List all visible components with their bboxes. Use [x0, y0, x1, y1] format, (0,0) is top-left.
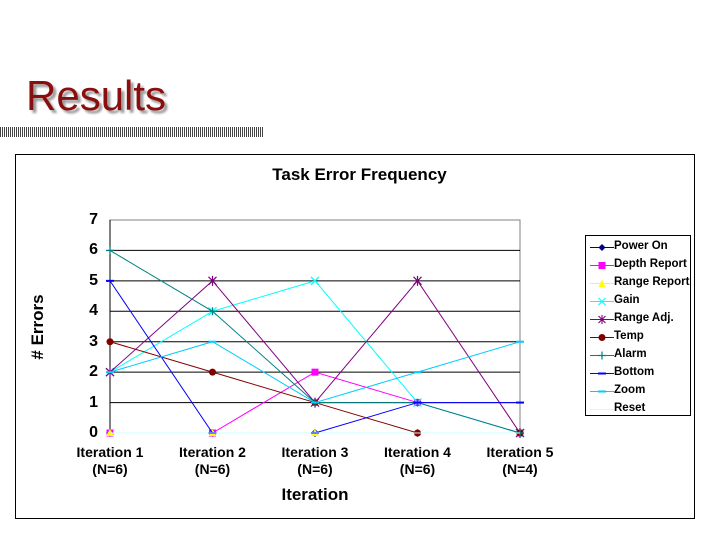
y-tick-label: 2: [89, 363, 98, 381]
legend-label: Temp: [614, 330, 644, 342]
legend-label: Range Adj.: [614, 312, 674, 324]
plot-area: [109, 219, 521, 434]
legend-marker: [598, 334, 606, 341]
legend-marker: [597, 405, 607, 414]
y-tick-label: 3: [89, 332, 98, 350]
data-point-alarm: [106, 246, 114, 255]
legend-marker: [598, 351, 606, 360]
y-tick-label: 5: [89, 271, 98, 289]
title-underline: [0, 127, 263, 137]
legend-item-zoom: Zoom: [586, 383, 690, 401]
y-tick-label: 6: [89, 241, 98, 259]
data-point-temp: [106, 338, 114, 346]
legend-item-bottom: Bottom: [586, 365, 690, 383]
legend-marker: [598, 262, 606, 269]
x-tick-label: Iteration 1 (N=6): [76, 444, 144, 477]
legend-label: Gain: [614, 294, 640, 306]
legend-item-range-adj: Range Adj.: [586, 311, 690, 329]
y-axis-label: # Errors: [28, 294, 47, 360]
legend-item-gain: Gain: [586, 293, 690, 311]
y-tick-label: 7: [89, 211, 98, 228]
legend-marker: [598, 390, 606, 393]
x-tick-label: Iteration 5 (N=4): [486, 444, 554, 477]
legend-item-alarm: Alarm: [586, 347, 690, 365]
x-tick-label: Iteration 2 (N=6): [179, 444, 246, 477]
legend-label: Alarm: [614, 348, 647, 360]
legend-label: Range Report: [614, 276, 690, 288]
legend-item-range-report: Range Report: [586, 275, 690, 293]
legend-swatch-line: [590, 409, 614, 410]
y-tick-label: 1: [89, 393, 98, 411]
legend-marker: [598, 244, 606, 251]
legend-item-reset: Reset: [586, 401, 690, 419]
legend-marker: [598, 315, 606, 324]
x-tick-label: Iteration 3 (N=6): [281, 444, 349, 477]
chart-legend: Power On Depth Report Range Report Gain Rang…: [585, 235, 691, 416]
legend-label: Depth Report: [614, 258, 687, 270]
chart-title: Task Error Frequency: [272, 165, 447, 184]
legend-label: Power On: [614, 240, 668, 252]
legend-marker: [598, 297, 606, 306]
data-point-alarm: [208, 307, 217, 316]
x-tick-label: Iteration 4 (N=6): [384, 444, 451, 477]
y-tick-label: 0: [89, 424, 98, 441]
x-axis-label: Iteration: [281, 485, 349, 504]
legend-item-temp: Temp: [586, 329, 690, 347]
data-point-range-adj: [413, 275, 422, 286]
legend-item-depth-report: Depth Report: [586, 257, 690, 275]
data-point-range-adj: [208, 275, 217, 286]
legend-marker: [598, 279, 606, 287]
data-point-temp: [209, 368, 216, 376]
data-point-depth-report: [311, 368, 319, 376]
legend-label: Zoom: [614, 384, 646, 396]
legend-label: Reset: [614, 402, 646, 414]
legend-marker: [598, 372, 606, 375]
legend-label: Bottom: [614, 366, 655, 378]
data-point-gain: [310, 276, 320, 286]
y-tick-label: 4: [89, 302, 98, 320]
legend-item-power-on: Power On: [586, 239, 690, 257]
slide-title: Results: [26, 72, 167, 119]
